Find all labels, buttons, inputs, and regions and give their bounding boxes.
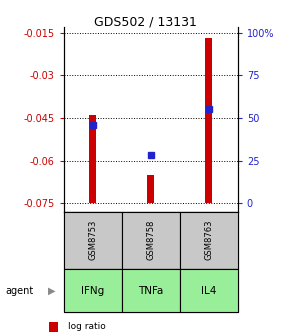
Bar xyxy=(122,212,180,269)
Text: TNFa: TNFa xyxy=(138,286,164,296)
Bar xyxy=(147,175,154,203)
Text: GSM8753: GSM8753 xyxy=(88,220,97,260)
Text: GDS502 / 13131: GDS502 / 13131 xyxy=(94,15,196,28)
Bar xyxy=(180,269,238,312)
Bar xyxy=(89,115,96,203)
Text: GSM8758: GSM8758 xyxy=(146,220,155,260)
Text: IL4: IL4 xyxy=(201,286,217,296)
Text: ▶: ▶ xyxy=(48,286,56,296)
Text: agent: agent xyxy=(6,286,34,296)
Text: GSM8763: GSM8763 xyxy=(204,220,213,260)
Bar xyxy=(49,322,58,332)
Bar xyxy=(64,212,122,269)
Bar xyxy=(205,38,212,203)
Bar xyxy=(122,269,180,312)
Text: log ratio: log ratio xyxy=(68,323,106,331)
Bar xyxy=(180,212,238,269)
Bar xyxy=(64,269,122,312)
Text: IFNg: IFNg xyxy=(81,286,104,296)
